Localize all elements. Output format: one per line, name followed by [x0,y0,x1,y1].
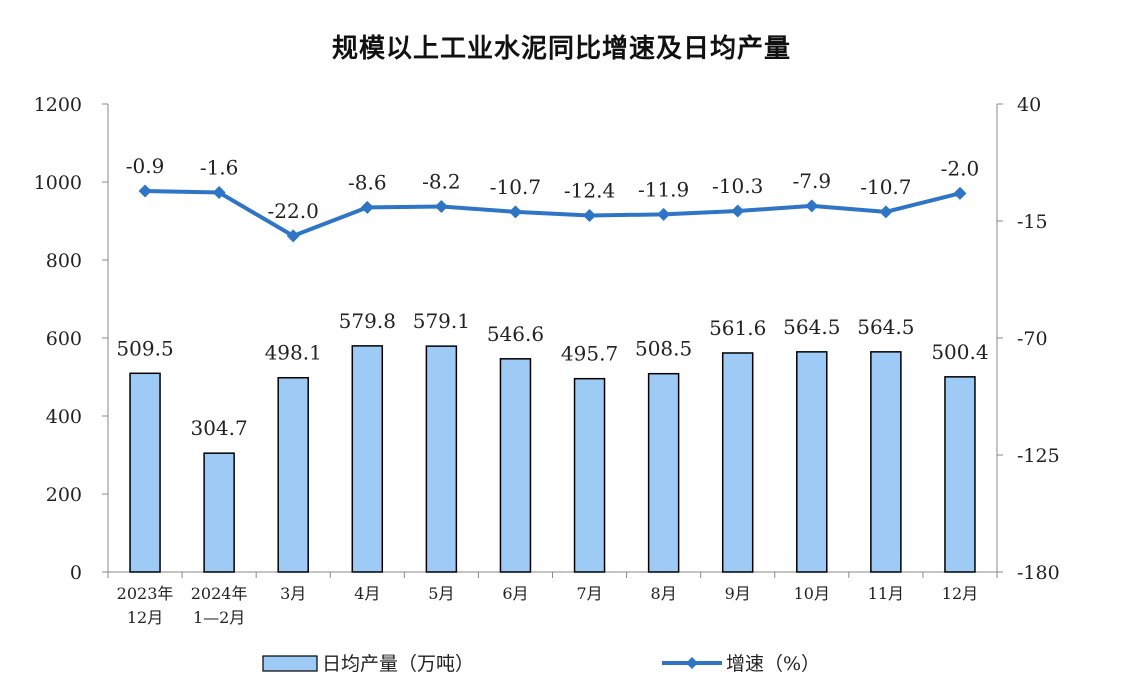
x-tick-label: 7月 [576,584,602,603]
growth-point [805,199,819,213]
bar [277,376,309,573]
bar-value-label: 500.4 [931,340,988,364]
legend-bar-label: 日均产量（万吨） [322,653,474,675]
left-y-tick-label: 800 [46,250,82,272]
bar-value-label: 564.5 [857,315,914,339]
bar [573,377,606,573]
left-y-tick-label: 200 [46,484,82,506]
growth-value-label: -22.0 [268,199,319,223]
legend-line-label: 增速（%） [726,653,820,675]
bar [870,351,902,573]
bar [425,345,458,573]
bar-value-label: 495.7 [561,342,618,366]
right-y-tick-label: -15 [1017,211,1048,233]
bar [129,372,161,573]
x-tick-label: 3月 [280,584,306,603]
growth-point [583,208,597,222]
left-y-tick-label: 1000 [34,172,82,194]
x-tick-label: 2023年 [117,584,174,603]
bar [203,452,235,573]
growth-point [138,184,152,198]
growth-point [731,204,745,218]
bar [499,358,532,573]
growth-value-label: -8.6 [348,170,387,194]
growth-point [508,205,522,219]
growth-point [953,186,967,200]
x-tick-label: 6月 [502,584,528,603]
growth-point [286,229,300,243]
growth-value-label: -8.2 [422,170,461,194]
right-y-tick-label: 40 [1017,94,1041,116]
bar [944,376,976,573]
left-y-tick-label: 400 [46,406,82,428]
growth-point [360,200,374,214]
growth-point [212,185,226,199]
bar-value-label: 508.5 [635,337,692,361]
legend-line-marker [686,657,698,669]
x-tick-label: 8月 [651,584,677,603]
growth-value-label: -10.7 [860,175,911,199]
bar [647,372,680,573]
left-y-tick-label: 1200 [34,94,82,116]
x-tick-label: 9月 [725,584,751,603]
left-y-tick-label: 0 [70,562,82,584]
left-y-tick-label: 600 [46,328,82,350]
right-y-tick-label: -125 [1017,445,1060,467]
growth-point [434,200,448,214]
bar-value-label: 564.5 [783,315,840,339]
growth-value-label: -11.9 [638,177,689,201]
x-tick-label: 1—2月 [193,608,245,627]
x-tick-label: 2024年 [191,584,248,603]
bar-value-label: 561.6 [709,316,766,340]
bar [351,345,384,573]
bar-value-label: 579.1 [413,309,470,333]
growth-value-label: -10.7 [490,175,541,199]
growth-value-label: -7.9 [793,169,832,193]
legend-bar-swatch [262,655,318,672]
growth-point [657,207,671,221]
bar [721,352,754,573]
growth-value-label: -1.6 [200,155,239,179]
x-tick-label: 10月 [794,584,830,603]
bar [796,351,828,573]
x-tick-label: 5月 [428,584,454,603]
bar-value-label: 509.5 [116,336,173,360]
growth-value-label: -10.3 [712,174,763,198]
x-tick-label: 11月 [868,584,904,603]
x-tick-label: 4月 [354,584,380,603]
growth-value-label: -2.0 [941,156,980,180]
growth-point [879,205,893,219]
right-y-tick-label: -180 [1017,562,1060,584]
x-tick-label: 12月 [942,584,978,603]
bar-value-label: 304.7 [190,416,247,440]
bar-value-label: 546.6 [487,322,544,346]
growth-line [145,189,961,238]
right-y-tick-label: -70 [1017,328,1048,350]
x-tick-label: 12月 [127,608,163,627]
growth-value-label: -12.4 [564,178,615,202]
bar-value-label: 579.8 [339,309,396,333]
bar-value-label: 498.1 [265,341,322,365]
growth-value-label: -0.9 [126,154,165,178]
chart-title: 规模以上工业水泥同比增速及日均产量 [331,34,791,64]
